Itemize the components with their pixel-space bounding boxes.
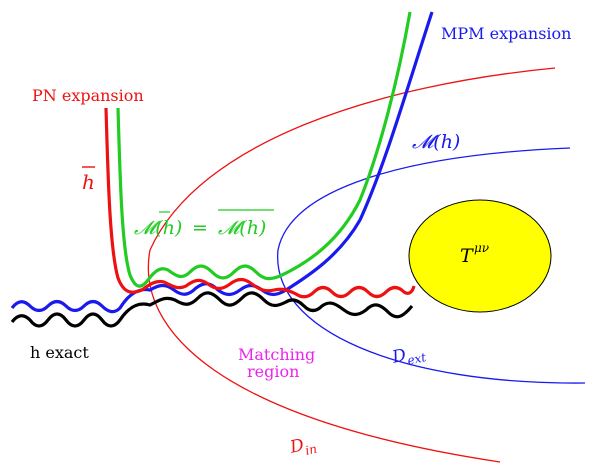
d-ext-main: D: [390, 345, 409, 368]
stress-tensor-main: T: [460, 245, 474, 267]
eq-left-label: 𝓜(h): [134, 217, 182, 239]
pn-curve: [104, 107, 416, 299]
d-in-label: D in: [287, 435, 318, 458]
stress-tensor-sup: μν: [474, 241, 489, 255]
eq-equals-sign: =: [192, 217, 208, 239]
source-ellipse: [408, 199, 552, 313]
d-ext-boundary: [277, 147, 586, 384]
d-ext-sub: ext: [406, 350, 427, 368]
green-curve: [116, 11, 412, 288]
h-exact-curve: [10, 291, 414, 328]
matching-region-line2: region: [247, 362, 299, 381]
d-in-main: D: [287, 435, 306, 458]
mpm-expansion-label: MPM expansion: [441, 24, 571, 43]
h-exact-label: h exact: [30, 343, 89, 362]
h-bar-label: h: [82, 170, 95, 194]
pn-expansion-label: PN expansion: [32, 86, 144, 105]
mpm-curve: [10, 11, 434, 314]
d-in-sub: in: [304, 442, 318, 458]
eq-right-label: 𝓜(h): [218, 217, 266, 239]
m-of-h-label: 𝓜(h): [412, 131, 460, 153]
d-ext-label: D ext: [390, 345, 428, 368]
matching-region-line1: Matching: [238, 345, 315, 364]
commutation-equation: 𝓜(h) = 𝓜(h): [134, 209, 274, 239]
d-in-boundary: [147, 67, 556, 463]
